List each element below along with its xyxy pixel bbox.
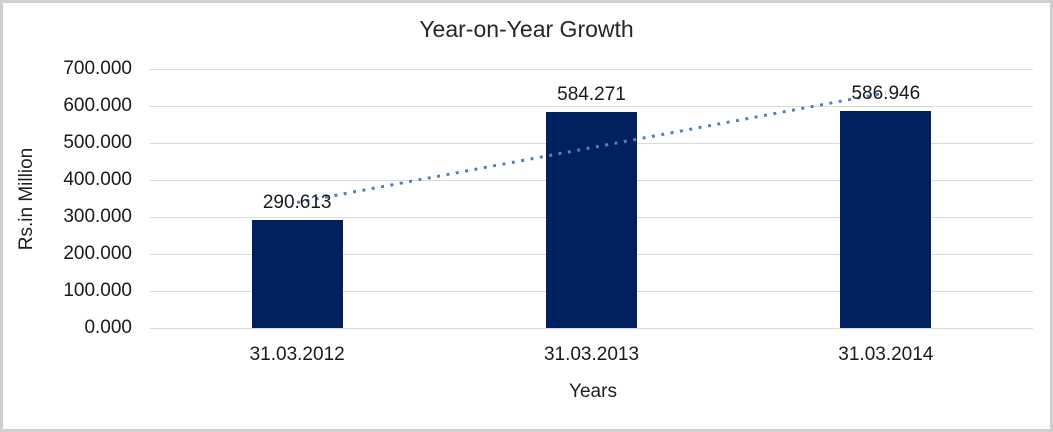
x-tick-label: 31.03.2013 [543, 344, 640, 365]
y-tick-label: 300.000 [63, 206, 132, 227]
x-axis-title: Years [569, 381, 617, 402]
chart-title: Year-on-Year Growth [419, 16, 634, 42]
x-tick-label: 31.03.2014 [838, 344, 934, 365]
bar-data-label: 290.613 [262, 192, 332, 214]
x-tick-label: 31.03.2012 [249, 344, 345, 365]
bar-data-label: 584.271 [557, 83, 626, 105]
plot-area: 290.613 584.271 586.946 [150, 68, 1033, 329]
gridline [150, 68, 1033, 70]
bar [546, 111, 637, 328]
gridline [150, 105, 1033, 107]
bar-data-label: 586.946 [851, 82, 921, 104]
y-axis-title: Rs.in Million [16, 147, 37, 251]
y-tick-label: 400.000 [63, 169, 132, 190]
y-tick-label: 100.000 [63, 280, 132, 301]
y-tick-label: 600.000 [63, 95, 132, 116]
bar [840, 110, 932, 328]
gridline [150, 327, 1033, 329]
y-tick-label: 700.000 [63, 58, 132, 79]
y-tick-label: 500.000 [63, 132, 132, 153]
y-tick-label: 200.000 [63, 243, 132, 264]
y-tick-label: 0.000 [84, 317, 132, 338]
bar [251, 220, 343, 328]
